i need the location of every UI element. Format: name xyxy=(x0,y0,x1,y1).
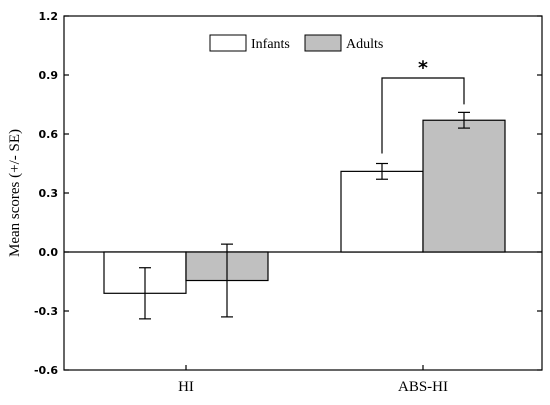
legend-label-infants: Infants xyxy=(251,37,290,52)
y-axis-ticks: -0.6 -0.3 0.0 0.3 0.6 0.9 1.2 xyxy=(34,10,542,377)
x-tick-label: ABS-HI xyxy=(398,379,448,395)
error-bars xyxy=(139,111,470,320)
legend: Infants Adults xyxy=(209,34,383,52)
x-tick-label: HI xyxy=(178,379,194,395)
y-tick-label: -0.3 xyxy=(34,305,58,318)
bar-adults-abs-hi xyxy=(422,119,506,253)
significance-star: * xyxy=(418,57,428,79)
y-tick-label: 0.9 xyxy=(39,69,59,82)
x-axis-ticks: HI ABS-HI xyxy=(178,365,448,395)
y-tick-label: 0.6 xyxy=(39,128,59,141)
bar-infants-abs-hi xyxy=(340,170,424,253)
legend-swatch-infants xyxy=(209,34,247,52)
legend-swatch-adults xyxy=(304,34,342,52)
y-tick-label: 1.2 xyxy=(39,10,59,23)
significance-bracket xyxy=(381,77,465,154)
bars xyxy=(103,119,506,294)
y-axis-title: Mean scores (+/- SE) xyxy=(7,129,23,257)
significance-annotation: * xyxy=(381,57,465,154)
y-tick-label: -0.6 xyxy=(34,364,58,377)
y-tick-label: 0.0 xyxy=(39,246,59,259)
legend-label-adults: Adults xyxy=(346,37,383,52)
y-tick-label: 0.3 xyxy=(39,187,59,200)
